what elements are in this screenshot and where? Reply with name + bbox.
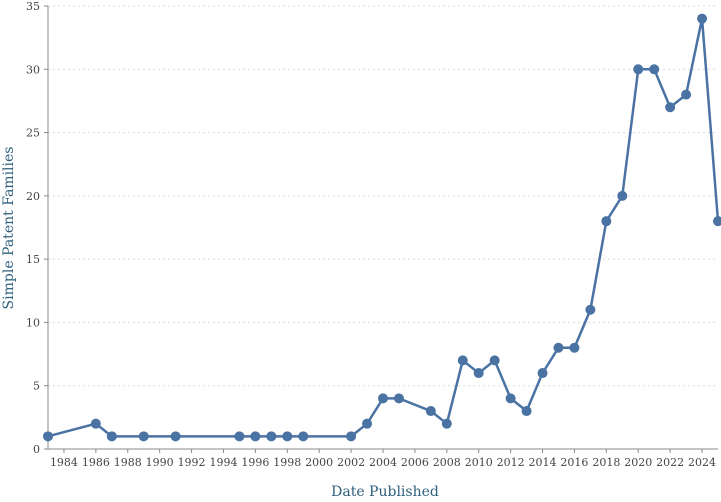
y-tick-label: 5 xyxy=(33,380,40,393)
data-point[interactable] xyxy=(43,431,53,441)
data-point[interactable] xyxy=(91,419,101,429)
x-tick-label: 2010 xyxy=(465,456,493,469)
y-tick-label: 0 xyxy=(33,443,40,456)
x-tick-label: 1994 xyxy=(209,456,237,469)
data-point[interactable] xyxy=(474,368,484,378)
x-axis-title: Date Published xyxy=(331,484,439,500)
data-point[interactable] xyxy=(426,406,436,416)
data-point[interactable] xyxy=(569,343,579,353)
x-tick-label: 1996 xyxy=(241,456,269,469)
x-tick-label: 1986 xyxy=(82,456,110,469)
x-tick-label: 1984 xyxy=(50,456,78,469)
x-tick-label: 2020 xyxy=(624,456,652,469)
x-tick-label: 2000 xyxy=(305,456,333,469)
data-point[interactable] xyxy=(681,90,691,100)
data-point[interactable] xyxy=(362,419,372,429)
data-point[interactable] xyxy=(585,305,595,315)
data-point[interactable] xyxy=(633,64,643,74)
x-tick-label: 2024 xyxy=(688,456,716,469)
series-line xyxy=(48,19,718,437)
x-tick-label: 2008 xyxy=(433,456,461,469)
data-point[interactable] xyxy=(506,393,516,403)
x-tick-label: 2012 xyxy=(497,456,525,469)
x-tick-label: 2002 xyxy=(337,456,365,469)
data-point[interactable] xyxy=(601,216,611,226)
data-point[interactable] xyxy=(394,393,404,403)
x-tick-label: 2018 xyxy=(592,456,620,469)
data-point[interactable] xyxy=(458,355,468,365)
data-point[interactable] xyxy=(649,64,659,74)
x-tick-label: 1988 xyxy=(114,456,142,469)
data-point[interactable] xyxy=(282,431,292,441)
data-point[interactable] xyxy=(250,431,260,441)
data-point[interactable] xyxy=(139,431,149,441)
y-tick-label: 25 xyxy=(26,127,40,140)
data-point[interactable] xyxy=(522,406,532,416)
y-tick-label: 35 xyxy=(26,0,40,13)
y-tick-label: 20 xyxy=(26,190,40,203)
data-point[interactable] xyxy=(538,368,548,378)
data-point[interactable] xyxy=(107,431,117,441)
x-tick-label: 2014 xyxy=(529,456,557,469)
data-point[interactable] xyxy=(378,393,388,403)
x-tick-label: 1992 xyxy=(178,456,206,469)
data-point[interactable] xyxy=(171,431,181,441)
data-point[interactable] xyxy=(346,431,356,441)
data-point[interactable] xyxy=(490,355,500,365)
y-axis-title: Simple Patent Families xyxy=(1,147,17,310)
x-tick-label: 2016 xyxy=(560,456,588,469)
data-point[interactable] xyxy=(266,431,276,441)
plot-area xyxy=(43,14,721,442)
data-point[interactable] xyxy=(665,102,675,112)
data-point[interactable] xyxy=(617,191,627,201)
y-tick-label: 10 xyxy=(26,316,40,329)
data-point[interactable] xyxy=(298,431,308,441)
data-point[interactable] xyxy=(234,431,244,441)
x-tick-label: 2022 xyxy=(656,456,684,469)
axes: 0 5 10 15 20 25 30 35 1984 1986 1988 1990 19921994 19… xyxy=(26,0,718,469)
data-point[interactable] xyxy=(553,343,563,353)
x-tick-label: 1990 xyxy=(146,456,174,469)
x-tick-label: 2004 xyxy=(369,456,397,469)
y-tick-label: 15 xyxy=(26,253,40,266)
y-tick-label: 30 xyxy=(26,63,40,76)
x-tick-label: 1998 xyxy=(273,456,301,469)
data-point[interactable] xyxy=(713,216,721,226)
x-tick-label: 2006 xyxy=(401,456,429,469)
data-point[interactable] xyxy=(697,14,707,24)
data-point[interactable] xyxy=(442,419,452,429)
